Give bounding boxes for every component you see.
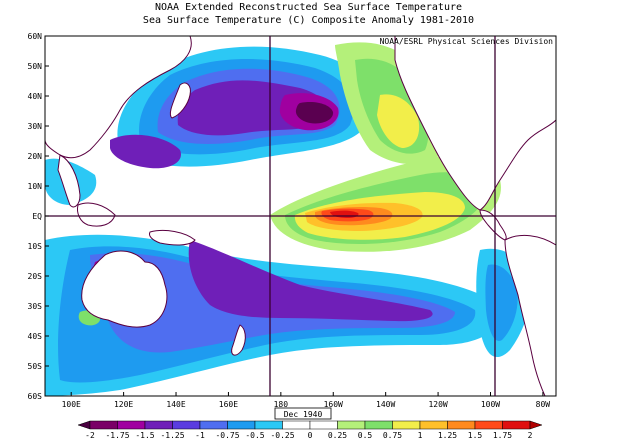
date-stamp: Dec 1940	[284, 410, 323, 419]
lat-label-30n: 30N	[28, 122, 43, 131]
colorbar-label: 0.25	[328, 431, 347, 440]
colorbar-label: 0.5	[358, 431, 373, 440]
colorbar-swatch	[172, 420, 201, 430]
cool-region-southeast-pacific-inner	[485, 264, 518, 341]
date-stamp-box	[274, 407, 332, 420]
land-australia	[81, 250, 168, 328]
colorbar-swatch	[392, 420, 421, 430]
land-new-zealand	[231, 324, 246, 356]
lon-label-160e: 160E	[219, 400, 238, 409]
colorbar-label: -1.5	[135, 431, 154, 440]
lat-label-40n: 40N	[28, 92, 43, 101]
lat-label-60s: 60S	[28, 392, 43, 401]
lon-label-100w: 100W	[481, 400, 500, 409]
colorbar-swatch	[447, 420, 476, 430]
colorbar-swatch	[144, 420, 173, 430]
colorbar-swatch	[337, 420, 366, 430]
lat-label-40s: 40S	[28, 332, 43, 341]
lat-label-20s: 20S	[28, 272, 43, 281]
colorbar-over-arrow	[529, 420, 543, 430]
colorbar-swatch	[419, 420, 448, 430]
colorbar-label: 1.25	[438, 431, 457, 440]
land-japan	[169, 82, 191, 119]
colorbar-under-arrow	[77, 420, 91, 430]
colorbar-label: 0.75	[383, 431, 402, 440]
colorbar-swatch	[309, 420, 338, 430]
credit-text: NOAA/ESRL Physical Sciences Division	[380, 37, 554, 46]
colorbar-swatch	[364, 420, 393, 430]
map-title: NOAA Extended Reconstructed Sea Surface …	[154, 2, 463, 13]
colorbar-swatch	[117, 420, 146, 430]
lat-label-50n: 50N	[28, 62, 43, 71]
colorbar-label: 1.5	[468, 431, 483, 440]
cool-core-north-pacific	[295, 102, 334, 124]
lon-label-80w: 80W	[536, 400, 551, 409]
lat-label-60n: 60N	[28, 32, 43, 41]
colorbar-swatch	[474, 420, 503, 430]
lon-label-180: 180	[274, 400, 289, 409]
colorbar-label: 2	[528, 431, 533, 440]
colorbar: -2 -1.75 -1.5 -1.25 -1 -0.75 -0.5 -0.25 0 0.25 0.5…	[77, 420, 543, 440]
colorbar-label: 1	[418, 431, 423, 440]
colorbar-swatch	[199, 420, 228, 430]
lat-label-10s: 10S	[28, 242, 43, 251]
colorbar-swatch	[502, 420, 531, 430]
colorbar-swatch	[89, 420, 118, 430]
lon-label-140e: 140E	[166, 400, 185, 409]
colorbar-swatch	[254, 420, 283, 430]
lon-label-140w: 140W	[376, 400, 395, 409]
lon-label-120e: 120E	[114, 400, 133, 409]
lat-label-eq: EQ	[32, 212, 42, 221]
colorbar-label: 0	[308, 431, 313, 440]
colorbar-label: -1.75	[105, 431, 129, 440]
lon-label-160w: 160W	[324, 400, 343, 409]
lat-label-10n: 10N	[28, 182, 43, 191]
colorbar-label: -0.5	[245, 431, 264, 440]
land-asia	[45, 36, 192, 159]
land-new-guinea	[149, 229, 196, 246]
land-indochina	[57, 154, 81, 208]
longitude-ticks: 100E 120E 140E 160E 180 160W 140W 120W 100W 80W	[62, 392, 551, 409]
colorbar-label: -1.25	[160, 431, 184, 440]
colorbar-label: -0.75	[215, 431, 239, 440]
cool-region-east-asia	[110, 134, 181, 169]
lat-label-50s: 50S	[28, 362, 43, 371]
land-south-america	[504, 234, 556, 396]
colorbar-label: -2	[85, 431, 95, 440]
lat-label-20n: 20N	[28, 152, 43, 161]
cool-region-south-pacific-core	[188, 240, 433, 322]
colorbar-label: 1.75	[493, 431, 512, 440]
lat-label-30s: 30S	[28, 302, 43, 311]
colorbar-swatch	[227, 420, 256, 430]
lon-label-120w: 120W	[428, 400, 447, 409]
land-borneo-sumatra	[77, 202, 116, 227]
warm-region-northeast-pacific-core	[377, 94, 420, 148]
colorbar-swatch	[282, 420, 311, 430]
map-subtitle: Sea Surface Temperature (C) Composite An…	[142, 15, 475, 26]
colorbar-label: -1	[195, 431, 205, 440]
colorbar-label: -0.25	[270, 431, 294, 440]
latitude-ticks: 60N 50N 40N 30N 20N 10N EQ 10S 20S 30S 40S 50S 60S	[28, 32, 49, 401]
lon-label-100e: 100E	[62, 400, 81, 409]
